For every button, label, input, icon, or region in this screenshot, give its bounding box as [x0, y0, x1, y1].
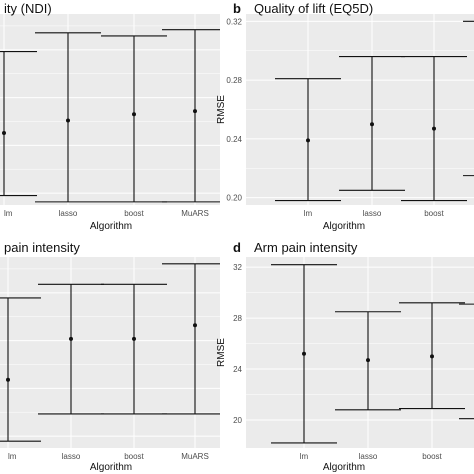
y-tick-label: 0.28 — [226, 76, 242, 85]
x-axis-label: Algorithm — [90, 462, 132, 473]
errorbar-lm — [0, 51, 37, 197]
mean-point — [69, 336, 73, 341]
x-axis-label: Algorithm — [90, 221, 132, 232]
errorbar-lasso — [35, 32, 101, 203]
x-tick-label: boost — [124, 452, 144, 461]
y-tick-label: 0.24 — [226, 135, 242, 144]
plot-background — [246, 257, 474, 448]
errorbar-MuARS — [162, 263, 220, 415]
errorbar-lm — [271, 264, 337, 444]
x-tick-label: lasso — [59, 209, 78, 218]
mean-point — [193, 323, 197, 328]
x-tick-label: boost — [422, 452, 442, 461]
plot-area — [246, 257, 474, 448]
mean-point — [370, 122, 374, 127]
chart-panel-4: lm lasso boost 20 24 28 32 Algorithm RMSE d Arm pa… — [216, 240, 474, 473]
y-axis-label: RMSE — [216, 338, 227, 367]
errorbar-lasso — [38, 283, 104, 415]
plot-area — [0, 257, 220, 448]
x-tick-label: lm — [304, 209, 313, 218]
errorbar-boost — [401, 56, 467, 202]
x-tick-label: boost — [124, 209, 144, 218]
mean-point — [66, 118, 70, 123]
x-tick-label: boost — [424, 209, 444, 218]
y-tick-label: 0.32 — [226, 17, 242, 26]
mean-point — [432, 126, 436, 131]
panel-title: Quality of lift (EQ5D) — [254, 1, 373, 16]
panel-title: Arm pain intensity — [254, 240, 358, 255]
x-tick-label: lm — [8, 452, 17, 461]
errorbar-boost — [399, 302, 465, 410]
errorbar-lasso — [335, 311, 401, 411]
errorbar-MuARS — [162, 29, 220, 203]
mean-point — [430, 354, 434, 359]
mean-point — [2, 130, 6, 135]
errorbar-boost — [101, 283, 167, 415]
mean-point — [306, 138, 310, 143]
mean-point — [132, 336, 136, 341]
y-tick-label: 0.20 — [226, 194, 242, 203]
x-tick-label: lasso — [62, 452, 81, 461]
y-tick-label: 32 — [233, 263, 242, 272]
chart-panel-1: lm lasso boost MuARS Algorithm ity (NDI) — [0, 1, 220, 232]
y-tick-label: 20 — [233, 416, 242, 425]
mean-point — [193, 109, 197, 114]
panel-letter: d — [233, 240, 241, 255]
panel-title: pain intensity — [4, 240, 80, 255]
chart-panel-3: lm lasso boost MuARS Algorithm pain intensity — [0, 240, 220, 473]
x-axis-label: Algorithm — [323, 221, 365, 232]
x-tick-label: lasso — [363, 209, 382, 218]
errorbar-lasso — [339, 56, 405, 191]
x-axis-label: Algorithm — [323, 462, 365, 473]
mean-point — [302, 351, 306, 356]
plot-area — [246, 14, 474, 205]
x-tick-label: lasso — [359, 452, 378, 461]
errorbar-MuARS — [459, 303, 474, 420]
x-tick-label: lm — [300, 452, 309, 461]
errorbar-lm — [275, 78, 341, 202]
errorbar-boost — [101, 35, 167, 203]
plot-background — [0, 14, 220, 205]
y-tick-label: 24 — [233, 365, 242, 374]
plot-area — [0, 14, 220, 205]
x-tick-label: lm — [4, 209, 13, 218]
mean-point — [6, 377, 10, 382]
chart-panel-2: lm lasso boost 0.20 0.24 0.28 0.32 Algorithm RMS… — [216, 1, 474, 232]
panel-title: ity (NDI) — [4, 1, 52, 16]
x-tick-label: MuARS — [181, 209, 209, 218]
mean-point — [132, 112, 136, 117]
x-tick-label: MuARS — [181, 452, 209, 461]
y-axis-label: RMSE — [216, 95, 227, 124]
plot-background — [0, 257, 220, 448]
mean-point — [366, 358, 370, 363]
y-tick-label: 28 — [233, 314, 242, 323]
panel-letter: b — [233, 1, 241, 16]
errorbar-lm — [0, 297, 41, 442]
